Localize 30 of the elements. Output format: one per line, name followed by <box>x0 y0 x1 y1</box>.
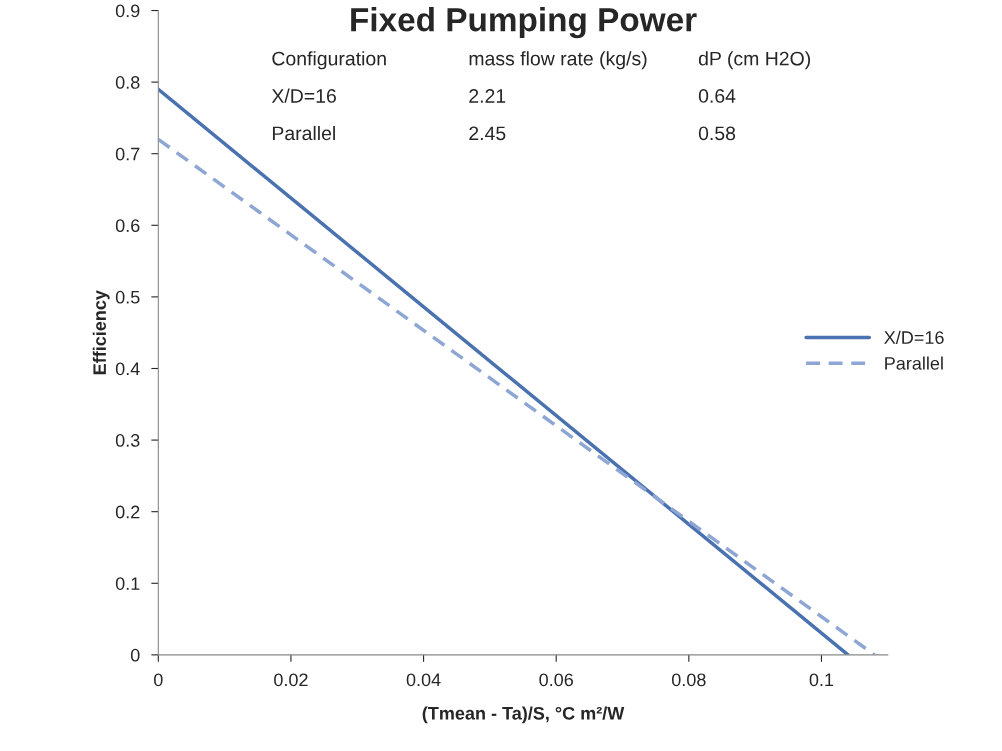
y-tick-label: 0 <box>130 648 140 662</box>
y-tick-label: 0.8 <box>115 76 140 89</box>
annotation: Configuration <box>272 51 386 70</box>
y-tick-label: 0.6 <box>115 219 140 233</box>
y-tick-label: 0.3 <box>115 434 140 447</box>
y-tick-label: 0.4 <box>115 362 140 376</box>
annotation: Parallel <box>272 125 335 141</box>
y-tick-label: 0.7 <box>115 147 140 161</box>
x-tick-label: 0.06 <box>539 673 573 687</box>
annotation: dP (cm H2O) <box>698 51 810 70</box>
legend-label: Parallel <box>885 356 943 370</box>
legend-label: X/D=16 <box>884 330 944 344</box>
x-axis-title: (Tmean - Ta)/S, °C m²/W <box>422 706 625 724</box>
y-tick-label: 0.5 <box>115 290 140 304</box>
annotation: 0.58 <box>698 126 736 141</box>
y-tick-label: 0.2 <box>115 505 140 519</box>
x-tick-label: 0.02 <box>274 673 308 687</box>
x-tick-label: 0.04 <box>406 673 441 687</box>
y-axis-title: Efficiency <box>92 290 110 375</box>
annotation: 2.21 <box>469 89 506 103</box>
annotation: X/D=16 <box>271 88 336 103</box>
chart-title: Fixed Pumping Power <box>351 7 697 39</box>
x-tick-label: 0.08 <box>671 673 706 687</box>
x-tick-label: 0 <box>154 673 163 687</box>
y-tick-label: 0.1 <box>115 577 140 590</box>
annotation: 0.64 <box>698 89 736 103</box>
annotation: mass flow rate (kg/s) <box>469 51 647 70</box>
x-tick-label: 0.1 <box>809 673 834 687</box>
y-tick-label: 0.9 <box>115 4 140 18</box>
annotation: 2.45 <box>469 126 506 141</box>
